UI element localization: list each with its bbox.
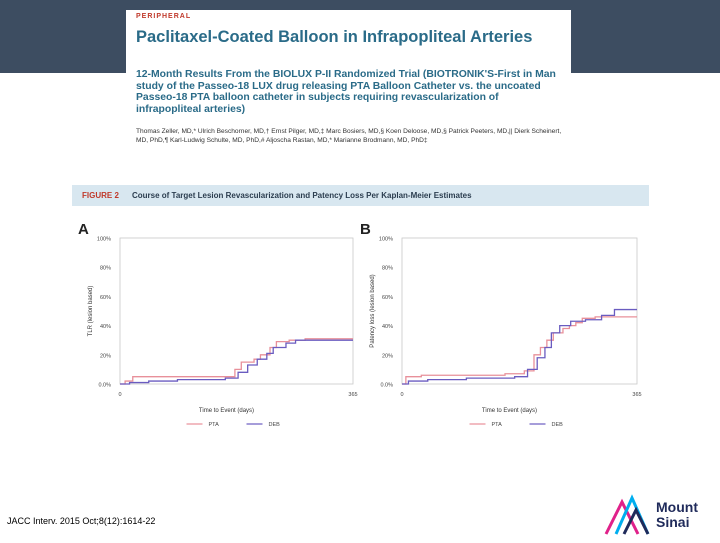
figure-caption-bar: FIGURE 2 Course of Target Lesion Revascu… bbox=[72, 185, 649, 206]
paper-authors: Thomas Zeller, MD,* Ulrich Beschorner, M… bbox=[136, 128, 562, 144]
series-line-deb bbox=[402, 308, 637, 385]
paper-title: Paclitaxel-Coated Balloon in Infrapoplit… bbox=[136, 28, 533, 46]
legend-label-pta: PTA bbox=[209, 422, 220, 428]
chart-panel-a: A 100% 80% 60% 40% 20% 0.0% 0 365 Time to Event (… bbox=[78, 221, 358, 428]
y-axis-label: TLR (lesion based) bbox=[88, 286, 94, 337]
y-tick-label: 60% bbox=[382, 295, 393, 301]
series-line-deb bbox=[120, 339, 353, 385]
panel-letter: A bbox=[78, 221, 89, 238]
plot-frame bbox=[401, 237, 638, 385]
mount-sinai-logo: Mount Sinai bbox=[604, 494, 716, 538]
legend-label-pta: PTA bbox=[492, 422, 503, 428]
y-tick-label: 20% bbox=[100, 353, 111, 359]
y-tick-label: 20% bbox=[382, 353, 393, 359]
y-tick-label: 80% bbox=[100, 266, 111, 272]
plot-frame bbox=[119, 237, 354, 385]
citation: JACC Interv. 2015 Oct;8(12):1614-22 bbox=[7, 516, 156, 526]
logo-peak-1 bbox=[604, 498, 640, 535]
figure-caption: Course of Target Lesion Revascularizatio… bbox=[132, 191, 472, 200]
paper-subtitle: 12-Month Results From the BIOLUX P-II Ra… bbox=[136, 69, 556, 115]
y-tick-label: 60% bbox=[100, 295, 111, 301]
x-tick-label: 365 bbox=[632, 392, 641, 398]
y-tick-label: 100% bbox=[97, 237, 111, 243]
figure-charts: A 100% 80% 60% 40% 20% 0.0% 0 365 Time to Event (… bbox=[78, 221, 642, 428]
y-axis-label: Patency loss (lesion based) bbox=[370, 274, 376, 347]
chart-panel-b: B 100% 80% 60% 40% 20% 0.0% 0 365 Time to Event (… bbox=[360, 221, 642, 428]
legend-label-deb: DEB bbox=[269, 422, 281, 428]
y-tick-label: 0.0% bbox=[380, 383, 393, 389]
y-tick-label: 0.0% bbox=[98, 383, 111, 389]
mount-sinai-logo-mark-icon bbox=[604, 494, 650, 535]
x-tick-label: 0 bbox=[400, 392, 403, 398]
panel-letter: B bbox=[360, 221, 371, 238]
x-axis-label: Time to Event (days) bbox=[199, 408, 254, 414]
section-kicker: PERIPHERAL bbox=[136, 13, 192, 20]
y-tick-label: 80% bbox=[382, 266, 393, 272]
series-line-pta bbox=[120, 338, 353, 385]
y-tick-label: 100% bbox=[379, 237, 393, 243]
figure-label: FIGURE 2 bbox=[82, 191, 119, 200]
y-tick-label: 40% bbox=[382, 324, 393, 330]
legend-label-deb: DEB bbox=[552, 422, 564, 428]
series-line-pta bbox=[402, 316, 637, 385]
paper-excerpt: PERIPHERAL Paclitaxel-Coated Balloon in … bbox=[126, 10, 571, 178]
x-axis-label: Time to Event (days) bbox=[482, 408, 537, 414]
y-tick-label: 40% bbox=[100, 324, 111, 330]
mount-sinai-logo-text: Mount Sinai bbox=[656, 499, 698, 530]
x-tick-label: 0 bbox=[118, 392, 121, 398]
logo-peak-3 bbox=[622, 506, 650, 535]
x-tick-label: 365 bbox=[348, 392, 357, 398]
